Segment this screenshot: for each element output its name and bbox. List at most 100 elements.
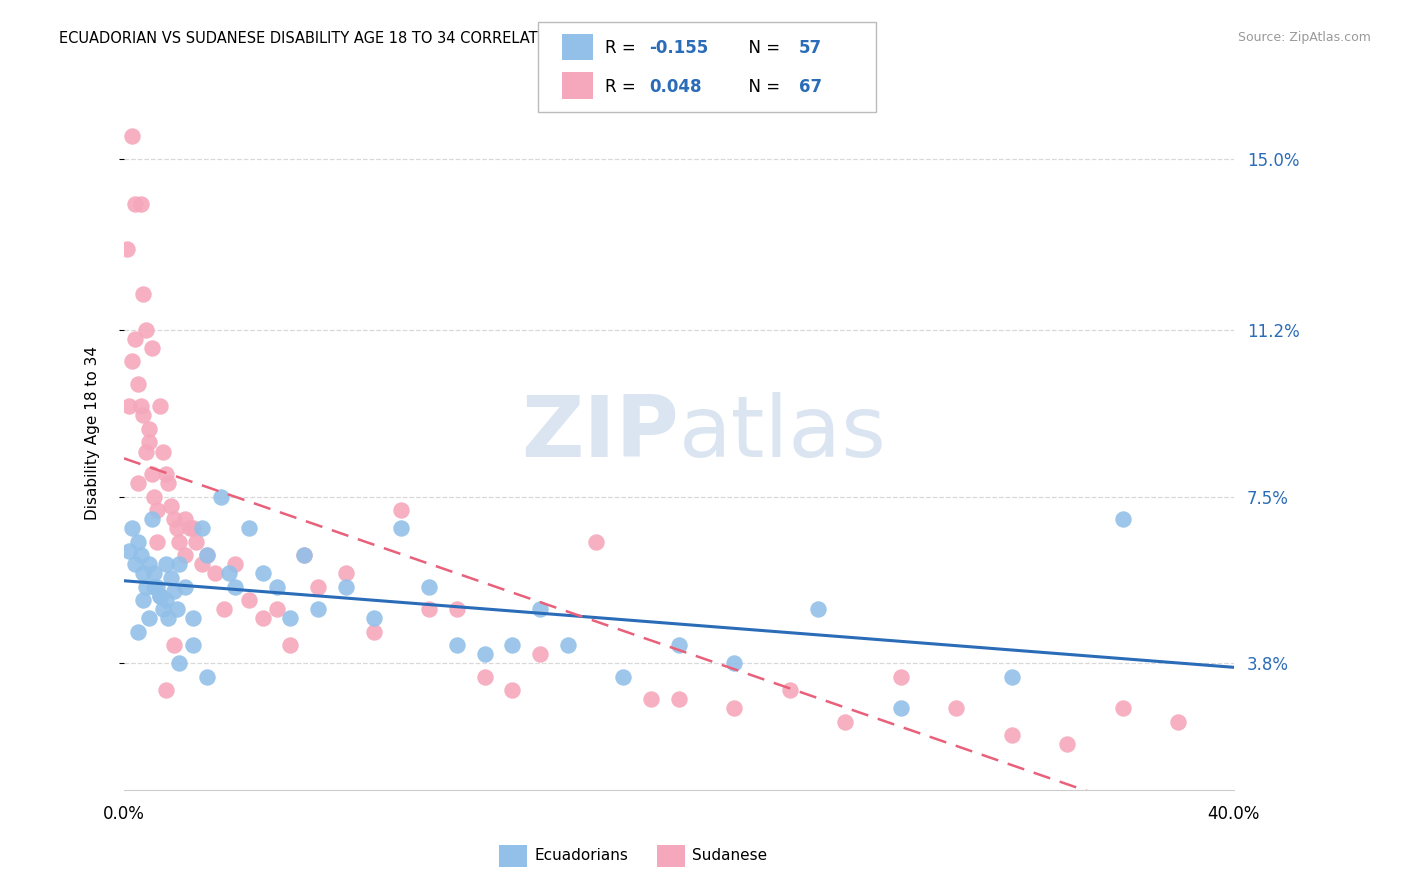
Text: ZIP: ZIP	[522, 392, 679, 475]
Y-axis label: Disability Age 18 to 34: Disability Age 18 to 34	[86, 346, 100, 520]
Point	[163, 638, 186, 652]
Point	[474, 670, 496, 684]
Point	[160, 571, 183, 585]
Point	[181, 521, 204, 535]
Point	[146, 503, 169, 517]
Text: N =: N =	[738, 78, 786, 96]
Point	[121, 128, 143, 143]
Point	[169, 657, 191, 671]
Point	[224, 580, 246, 594]
Point	[209, 490, 232, 504]
Point	[155, 683, 177, 698]
Point	[152, 444, 174, 458]
Text: Source: ZipAtlas.com: Source: ZipAtlas.com	[1237, 31, 1371, 45]
Point	[124, 196, 146, 211]
Point	[446, 638, 468, 652]
Point	[1001, 728, 1024, 742]
Point	[160, 499, 183, 513]
Point	[135, 444, 157, 458]
Point	[138, 611, 160, 625]
Point	[212, 602, 235, 616]
Point	[174, 580, 197, 594]
Point	[174, 512, 197, 526]
Point	[135, 323, 157, 337]
Text: atlas: atlas	[679, 392, 887, 475]
Point	[149, 589, 172, 603]
Text: R =: R =	[605, 39, 641, 57]
Point	[152, 602, 174, 616]
Point	[723, 701, 745, 715]
Point	[612, 670, 634, 684]
Point	[779, 683, 801, 698]
Point	[389, 503, 412, 517]
Point	[179, 521, 201, 535]
Point	[190, 521, 212, 535]
Point	[124, 557, 146, 571]
Point	[224, 557, 246, 571]
Point	[138, 422, 160, 436]
Point	[129, 196, 152, 211]
Point	[121, 354, 143, 368]
Text: ECUADORIAN VS SUDANESE DISABILITY AGE 18 TO 34 CORRELATION CHART: ECUADORIAN VS SUDANESE DISABILITY AGE 18…	[59, 31, 619, 46]
Point	[166, 602, 188, 616]
Point	[127, 376, 149, 391]
Point	[252, 566, 274, 581]
Point	[132, 566, 155, 581]
Point	[149, 400, 172, 414]
Point	[585, 534, 607, 549]
Point	[418, 602, 440, 616]
Point	[163, 584, 186, 599]
Point	[557, 638, 579, 652]
Point	[115, 242, 138, 256]
Point	[118, 543, 141, 558]
Point	[389, 521, 412, 535]
Point	[181, 611, 204, 625]
Point	[143, 580, 166, 594]
Point	[195, 548, 218, 562]
Point	[292, 548, 315, 562]
Point	[127, 476, 149, 491]
Point	[149, 589, 172, 603]
Point	[218, 566, 240, 581]
Point	[157, 476, 180, 491]
Point	[166, 521, 188, 535]
Point	[143, 490, 166, 504]
Point	[1056, 738, 1078, 752]
Point	[129, 400, 152, 414]
Point	[890, 670, 912, 684]
Point	[169, 557, 191, 571]
Point	[1111, 701, 1133, 715]
Point	[335, 566, 357, 581]
Point	[668, 638, 690, 652]
Point	[141, 512, 163, 526]
Point	[474, 648, 496, 662]
Point	[169, 534, 191, 549]
Point	[640, 692, 662, 706]
Point	[184, 534, 207, 549]
Text: R =: R =	[605, 78, 641, 96]
Point	[834, 714, 856, 729]
Point	[266, 602, 288, 616]
Point	[280, 611, 302, 625]
Point	[163, 512, 186, 526]
Point	[418, 580, 440, 594]
Text: 67: 67	[799, 78, 821, 96]
Point	[132, 409, 155, 423]
Point	[529, 648, 551, 662]
Point	[129, 548, 152, 562]
Point	[195, 548, 218, 562]
Point	[127, 534, 149, 549]
Point	[195, 670, 218, 684]
Point	[155, 593, 177, 607]
Point	[1167, 714, 1189, 729]
Point	[363, 624, 385, 639]
Point	[132, 286, 155, 301]
Point	[945, 701, 967, 715]
Point	[174, 548, 197, 562]
Point	[181, 638, 204, 652]
Point	[238, 593, 260, 607]
Text: 57: 57	[799, 39, 821, 57]
Point	[124, 332, 146, 346]
Point	[143, 566, 166, 581]
Point	[132, 593, 155, 607]
